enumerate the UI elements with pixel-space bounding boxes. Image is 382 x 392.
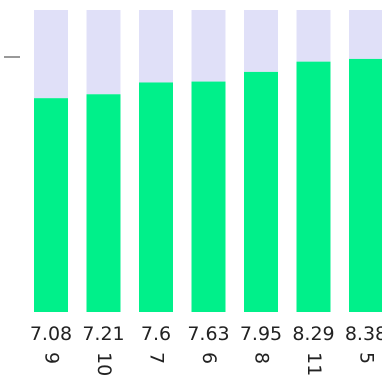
bar bbox=[34, 98, 68, 313]
bars-layer bbox=[34, 10, 382, 313]
bar-remainder bbox=[296, 10, 331, 62]
x-tick-label: 7 bbox=[146, 352, 168, 364]
data-label: 7.21 bbox=[82, 323, 124, 345]
labels-layer: 7.08 9 7.21 10 7.6 7 7.63 6 7.95 8 8.29 11 8.38 5 bbox=[30, 323, 382, 376]
bar bbox=[349, 58, 382, 313]
bar-remainder bbox=[349, 10, 382, 59]
data-label: 8.29 bbox=[292, 323, 334, 345]
x-tick-label: 5 bbox=[356, 352, 378, 364]
x-tick-label: 10 bbox=[93, 352, 115, 376]
data-label: 7.95 bbox=[240, 323, 282, 345]
x-tick-label: 9 bbox=[41, 352, 63, 364]
bar bbox=[296, 61, 331, 312]
bar-remainder bbox=[139, 10, 173, 83]
x-tick-label: 6 bbox=[198, 352, 220, 364]
bar bbox=[139, 82, 173, 312]
bar-remainder bbox=[86, 10, 121, 95]
bar bbox=[244, 71, 278, 312]
bar-remainder bbox=[244, 10, 278, 72]
x-tick-label: 11 bbox=[303, 352, 325, 376]
bar-remainder bbox=[191, 10, 226, 82]
x-tick-label: 8 bbox=[251, 352, 273, 364]
data-label: 7.63 bbox=[187, 323, 229, 345]
data-label: 8.38 bbox=[345, 323, 382, 345]
data-label: 7.6 bbox=[141, 323, 171, 345]
bar-remainder bbox=[34, 10, 68, 99]
bar bbox=[86, 94, 121, 313]
data-label: 7.08 bbox=[30, 323, 72, 345]
bar bbox=[191, 81, 226, 312]
